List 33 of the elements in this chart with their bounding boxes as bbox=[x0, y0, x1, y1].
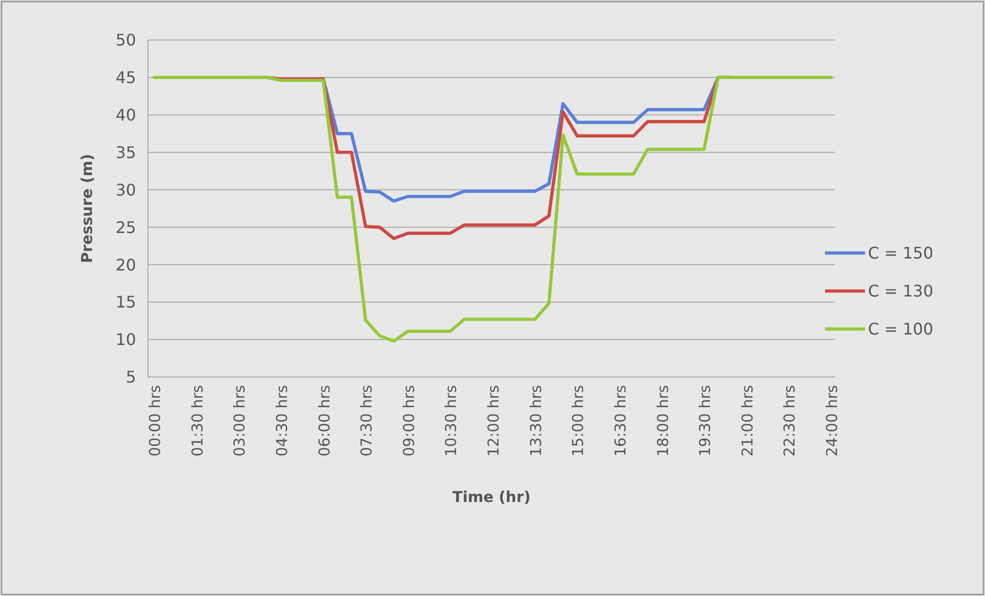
y-tick-label: 5 bbox=[126, 368, 136, 387]
line-series bbox=[152, 76, 833, 343]
x-tick-label: 07:30 hrs bbox=[358, 384, 376, 456]
x-tick-label: 12:00 hrs bbox=[484, 384, 502, 456]
y-tick-label: 30 bbox=[116, 180, 136, 200]
x-tick-label: 00:00 hrs bbox=[146, 384, 164, 456]
x-tick-label: 18:00 hrs bbox=[654, 384, 672, 456]
x-tick-label: 03:00 hrs bbox=[230, 384, 249, 456]
y-tick-label: 50 bbox=[116, 30, 136, 50]
x-tick-label: 06:00 hrs bbox=[315, 384, 334, 456]
x-tick-label: 13:30 hrs bbox=[526, 384, 545, 456]
legend-label: C = 130 bbox=[868, 282, 934, 301]
x-tick-label: 15:00 hrs bbox=[569, 384, 588, 456]
legend-label: C = 150 bbox=[868, 244, 934, 263]
legend-label: C = 100 bbox=[868, 320, 934, 339]
y-tick-label: 40 bbox=[116, 105, 136, 124]
y-tick-label: 45 bbox=[116, 68, 136, 88]
x-tick-label: 24:00 hrs bbox=[823, 384, 841, 456]
x-tick-label: 09:00 hrs bbox=[400, 384, 418, 456]
x-axis-title: Time (hr) bbox=[452, 488, 531, 506]
x-tick-label: 01:30 hrs bbox=[188, 384, 206, 456]
y-axis-title: Pressure (m) bbox=[78, 154, 96, 264]
y-tick-label: 15 bbox=[116, 292, 136, 312]
y-tick-label: 25 bbox=[116, 218, 136, 237]
x-tick-label: 04:30 hrs bbox=[272, 384, 291, 456]
x-tick-label: 16:30 hrs bbox=[611, 384, 630, 456]
x-tick-label: 19:30 hrs bbox=[696, 384, 714, 456]
y-tick-label: 20 bbox=[116, 255, 136, 274]
y-tick-label: 10 bbox=[116, 330, 136, 350]
y-tick-label: 35 bbox=[116, 142, 136, 162]
x-tick-label: 21:00 hrs bbox=[738, 384, 756, 456]
x-tick-label: 10:30 hrs bbox=[442, 384, 460, 456]
x-tick-label: 22:30 hrs bbox=[780, 384, 799, 456]
